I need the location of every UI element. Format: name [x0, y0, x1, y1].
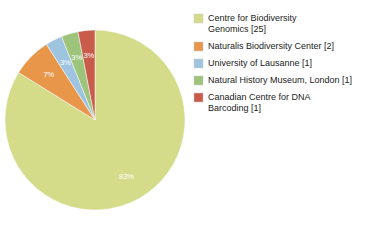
data-label: 7% — [43, 70, 54, 79]
legend-item: Canadian Centre for DNABarcoding [1] — [194, 92, 311, 113]
legend-label-line: Naturalis Biodiversity Center [2] — [208, 41, 334, 51]
legend-label-line: Barcoding [1] — [208, 103, 261, 113]
legend-swatch — [194, 93, 203, 102]
legend-item: Natural History Museum, London [1] — [194, 75, 352, 85]
legend-swatch — [194, 59, 203, 68]
legend-label-line: Centre for Biodiversity — [208, 13, 297, 23]
legend-label: Naturalis Biodiversity Center [2] — [208, 41, 334, 51]
data-label: 83% — [119, 172, 134, 181]
chart-container: 83%7%3%3%3%Centre for BiodiversityGenomi… — [0, 0, 380, 240]
legend-label: Natural History Museum, London [1] — [208, 75, 352, 85]
chart-svg: 83%7%3%3%3%Centre for BiodiversityGenomi… — [0, 0, 380, 240]
legend-label: Canadian Centre for DNABarcoding [1] — [208, 92, 311, 113]
data-label: 3% — [71, 53, 82, 62]
pie-slice — [5, 30, 185, 210]
pie — [5, 30, 185, 210]
legend-item: Naturalis Biodiversity Center [2] — [194, 41, 334, 51]
legend-label-line: Natural History Museum, London [1] — [208, 75, 352, 85]
legend-swatch — [194, 14, 203, 23]
legend: Centre for BiodiversityGenomics [25] Natu… — [194, 13, 352, 113]
legend-label-line: Genomics [25] — [208, 24, 266, 34]
legend-label-line: Canadian Centre for DNA — [208, 92, 311, 102]
data-labels: 83%7%3%3%3% — [43, 51, 134, 181]
legend-swatch — [194, 76, 203, 85]
legend-item: Centre for BiodiversityGenomics [25] — [194, 13, 297, 34]
legend-swatch — [194, 42, 203, 51]
pie-slice — [78, 30, 95, 120]
legend-label: University of Lausanne [1] — [208, 58, 312, 68]
data-label: 3% — [83, 51, 94, 60]
legend-label-line: University of Lausanne [1] — [208, 58, 312, 68]
legend-item: University of Lausanne [1] — [194, 58, 312, 68]
legend-label: Centre for BiodiversityGenomics [25] — [208, 13, 297, 34]
data-label: 3% — [60, 58, 71, 67]
